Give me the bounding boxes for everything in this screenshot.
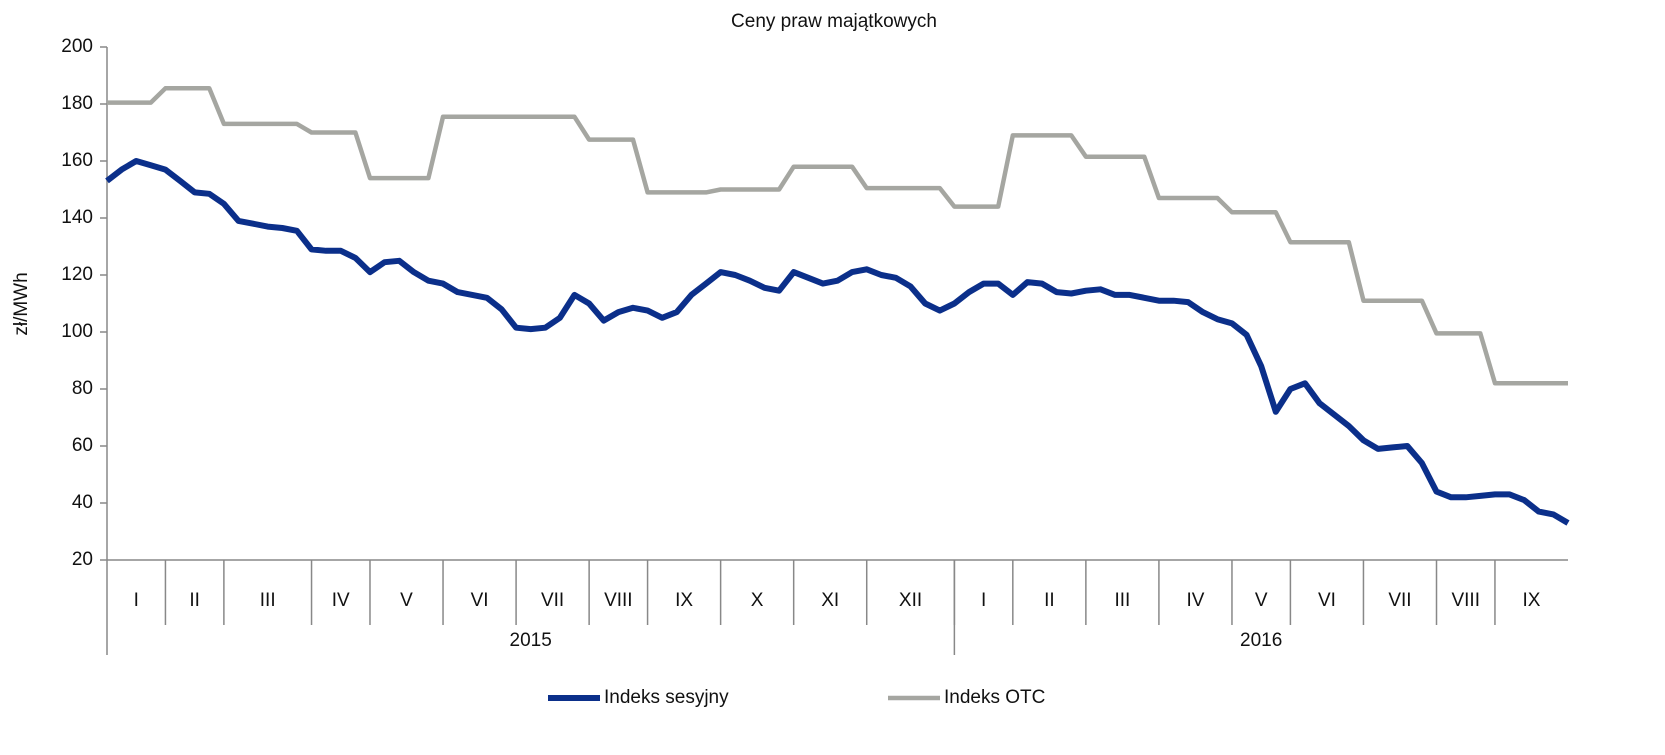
y-tick-label: 40 — [72, 492, 93, 513]
month-label: X — [751, 590, 764, 611]
month-label: II — [189, 590, 200, 611]
month-label: VII — [1388, 590, 1411, 611]
month-label: VII — [541, 590, 564, 611]
month-label: XII — [899, 590, 922, 611]
month-label: VIII — [604, 590, 633, 611]
year-label: 2016 — [1240, 630, 1282, 651]
month-label: I — [981, 590, 986, 611]
legend-label: Indeks OTC — [944, 687, 1045, 708]
month-label: VI — [1318, 590, 1336, 611]
month-label: I — [134, 590, 139, 611]
chart-title: Ceny praw majątkowych — [731, 11, 937, 32]
month-label: IV — [332, 590, 350, 611]
month-label: III — [260, 590, 276, 611]
month-label: VI — [471, 590, 489, 611]
month-label: II — [1044, 590, 1055, 611]
series-line — [105, 158, 1570, 526]
month-label: V — [1255, 590, 1268, 611]
year-label: 2015 — [510, 630, 552, 651]
month-label: XI — [821, 590, 839, 611]
month-label: VIII — [1451, 590, 1480, 611]
y-tick-label: 160 — [61, 150, 93, 171]
y-tick-label: 140 — [61, 207, 93, 228]
y-tick-label: 100 — [61, 321, 93, 342]
month-label: III — [1114, 590, 1130, 611]
y-tick-label: 200 — [61, 36, 93, 57]
y-tick-label: 20 — [72, 549, 93, 570]
y-tick-label: 180 — [61, 93, 93, 114]
month-label: V — [400, 590, 413, 611]
month-label: IV — [1186, 590, 1204, 611]
y-tick-label: 60 — [72, 435, 93, 456]
legend-label: Indeks sesyjny — [604, 687, 729, 708]
y-tick-label: 80 — [72, 378, 93, 399]
series-line — [107, 86, 1568, 386]
y-tick-label: 120 — [61, 264, 93, 285]
month-label: IX — [675, 590, 693, 611]
month-label: IX — [1522, 590, 1540, 611]
y-axis-label: zł/MWh — [11, 272, 32, 335]
